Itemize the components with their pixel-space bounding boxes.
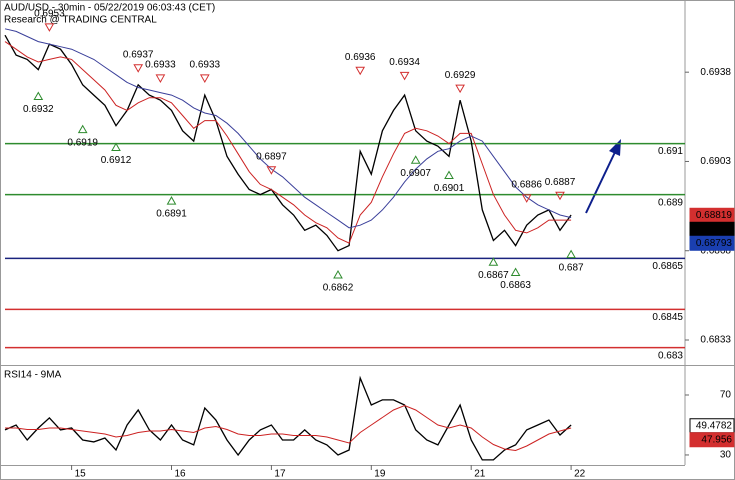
price-box xyxy=(689,432,735,448)
price-box-label: 47.956 xyxy=(701,434,732,445)
fractal-low xyxy=(510,267,521,276)
price-box-label: 0.68793 xyxy=(696,238,733,249)
fractal-high xyxy=(199,74,210,83)
fractal-label: 0.6907 xyxy=(400,168,431,179)
fractal-label: 0.6897 xyxy=(256,151,287,162)
x-tick-label: 15 xyxy=(75,469,87,480)
fractal-label: 0.6919 xyxy=(67,137,98,148)
series-line xyxy=(5,404,572,452)
fractal-label: 0.6937 xyxy=(123,49,154,60)
y-tick-label: 30 xyxy=(720,450,732,461)
x-tick-label: 21 xyxy=(474,469,486,480)
level-label: 0.689 xyxy=(658,197,683,208)
chart-title: AUD/USD - 30min - 05/22/2019 06:03:43 (C… xyxy=(4,3,215,14)
fractal-label: 0.6933 xyxy=(145,60,176,71)
x-tick-label: 16 xyxy=(175,469,187,480)
fractal-low xyxy=(111,142,121,152)
y-tick-label: 0.6903 xyxy=(700,156,731,167)
fractal-label: 0.6936 xyxy=(345,52,376,63)
fractal-high xyxy=(44,23,55,32)
fractal-high xyxy=(355,66,366,76)
fractal-label: 0.6932 xyxy=(23,104,54,115)
fractal-low xyxy=(166,196,177,205)
price-box xyxy=(689,235,735,251)
series-line xyxy=(4,375,572,461)
x-tick-label: 19 xyxy=(374,469,386,480)
level-label: 0.6865 xyxy=(652,261,683,272)
fractal-high xyxy=(155,74,166,83)
fractal-high xyxy=(521,194,532,203)
source: Research @ TRADING CENTRAL xyxy=(4,15,157,26)
price-box-label: 0.68819 xyxy=(696,210,733,221)
fractal-high xyxy=(555,191,565,201)
fractal-low xyxy=(33,91,44,100)
level-label: 0.6845 xyxy=(652,312,683,323)
fractal-label: 0.6912 xyxy=(101,155,132,166)
series-line xyxy=(4,28,572,229)
price-box-label: 49.4782 xyxy=(696,420,733,431)
fractal-label: 0.6863 xyxy=(500,280,531,291)
price-box-label: 0.68811 xyxy=(697,224,733,235)
fractal-low xyxy=(444,170,454,180)
fractal-low xyxy=(410,155,421,164)
y-tick-label: 0.6938 xyxy=(700,67,731,78)
series-line xyxy=(4,41,572,244)
fractal-high xyxy=(399,71,410,81)
y-tick-label: 70 xyxy=(720,390,732,401)
y-tick-label: 0.6833 xyxy=(700,335,731,346)
rsi-title: RSI14 - 9MA xyxy=(4,370,62,381)
series-line xyxy=(4,34,572,252)
level-label: 0.691 xyxy=(658,146,683,157)
fractal-label: 0.6933 xyxy=(190,60,221,71)
fractal-high xyxy=(266,166,277,175)
fractal-label: 0.6953 xyxy=(34,9,65,20)
fractal-label: 0.6887 xyxy=(545,177,576,188)
x-tick-label: 22 xyxy=(574,469,586,480)
x-tick-label: 17 xyxy=(274,469,286,480)
fractal-low xyxy=(333,270,343,279)
y-tick-label: 0.6868 xyxy=(700,245,731,256)
fractal-low xyxy=(488,257,499,266)
fractal-label: 0.6901 xyxy=(434,183,465,194)
fractal-high xyxy=(133,64,144,73)
fractal-label: 0.6867 xyxy=(478,270,509,281)
fractal-high xyxy=(455,84,465,94)
fractal-low xyxy=(566,249,576,259)
fractal-label: 0.6934 xyxy=(389,57,420,68)
fractal-label: 0.6929 xyxy=(445,70,476,81)
fractal-label: 0.6862 xyxy=(323,283,354,294)
fractal-label: 0.6886 xyxy=(511,179,542,190)
fractal-low xyxy=(77,124,88,134)
level-label: 0.683 xyxy=(658,350,683,361)
fractal-label: 0.687 xyxy=(559,262,584,273)
fractal-label: 0.6891 xyxy=(156,209,187,220)
